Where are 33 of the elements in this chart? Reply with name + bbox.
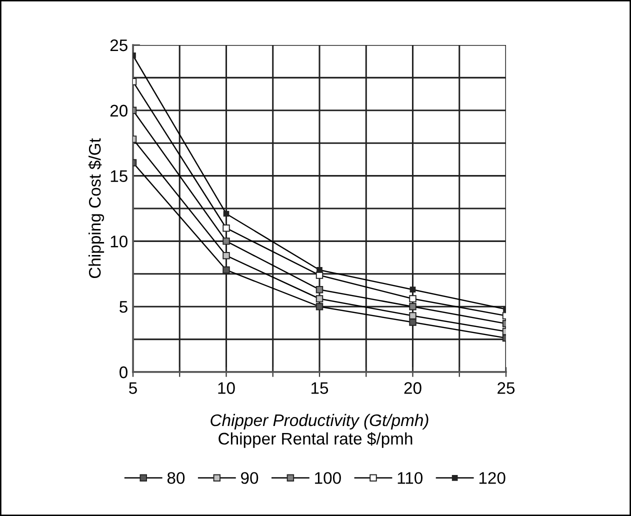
point — [222, 266, 230, 274]
y-tick-label: 20 — [110, 104, 128, 117]
legend-label: 90 — [241, 472, 258, 484]
x-tick-label: 20 — [404, 382, 422, 394]
x-tick-label: 5 — [129, 382, 137, 394]
y-tick-label: 10 — [110, 236, 128, 248]
point — [316, 302, 324, 310]
point — [222, 224, 230, 232]
point — [410, 286, 416, 293]
legend-label: 100 — [315, 472, 341, 484]
x-tick-label: 15 — [312, 382, 328, 394]
legend-label: 110 — [398, 472, 423, 484]
y-tick-label: 25 — [110, 39, 128, 52]
point — [222, 252, 230, 260]
y-tick-label: 15 — [110, 170, 128, 182]
point — [223, 210, 230, 217]
point — [409, 302, 416, 310]
point — [316, 286, 324, 294]
point — [409, 295, 416, 302]
point — [316, 267, 322, 273]
legend-label: 120 — [479, 472, 506, 484]
x-tick-label: 25 — [498, 382, 515, 394]
point — [409, 312, 416, 320]
point — [222, 238, 230, 245]
y-tick-label: 0 — [120, 366, 128, 378]
x-tick-label: 10 — [218, 382, 235, 394]
y-axis-title: Chipping Cost $/Gt — [88, 138, 104, 278]
point — [316, 295, 324, 302]
y-tick-label: 5 — [120, 301, 128, 313]
x-axis-title: Chipper Productivity (Gt/pmh) — [210, 414, 428, 430]
legend-title: Chipper Rental rate $/pmh — [218, 432, 412, 448]
legend-label: 80 — [167, 472, 185, 484]
point — [409, 318, 416, 326]
